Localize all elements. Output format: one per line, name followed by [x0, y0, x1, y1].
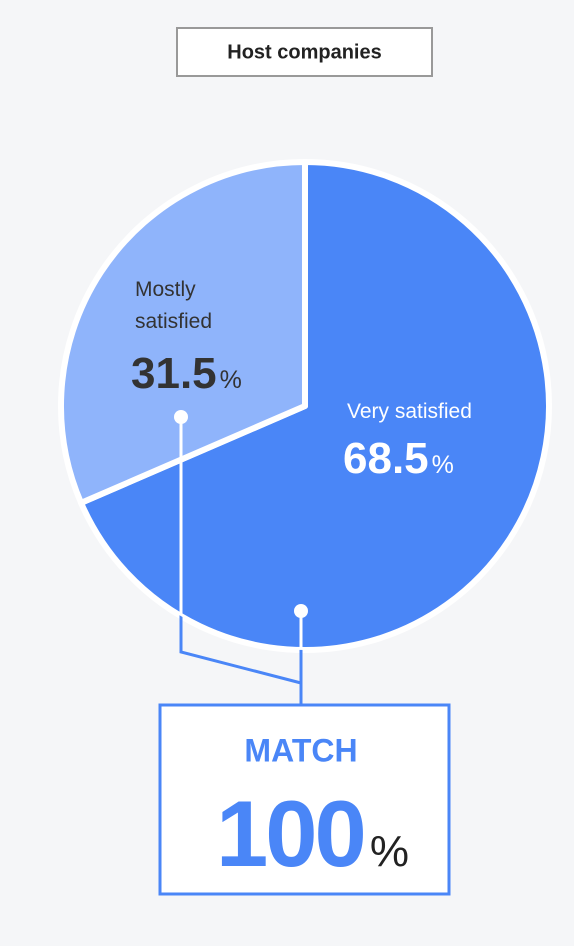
category-label: Very satisfied [347, 400, 472, 423]
value-number: 31.5 [131, 349, 217, 398]
value-unit: % [220, 366, 242, 394]
chart-title: Host companies [227, 41, 381, 63]
value-unit: % [432, 451, 454, 479]
total-unit: % [370, 827, 409, 876]
connector-dot [174, 410, 188, 424]
connector-dot [294, 604, 308, 618]
category-label-box: Mostly satisfied [135, 278, 213, 333]
total-number: 100 [216, 781, 364, 886]
category-label-box: Very satisfied [347, 400, 472, 423]
connector [179, 417, 302, 650]
pie [58, 159, 552, 653]
value-label: 68.5% [343, 434, 454, 483]
total-label: MATCH [244, 732, 357, 768]
title-box [176, 27, 433, 77]
value-number: 68.5 [343, 434, 429, 483]
labels: Very satisfied 68.5 % Mostly satisfied 31.5% [131, 278, 472, 705]
value-label: 31.5% [131, 349, 242, 398]
category-label: Mostly satisfied [135, 278, 213, 333]
pie-slice [58, 159, 308, 506]
total-box [158, 703, 451, 896]
total-value: 100% [216, 781, 409, 886]
pie-slice [78, 159, 552, 653]
